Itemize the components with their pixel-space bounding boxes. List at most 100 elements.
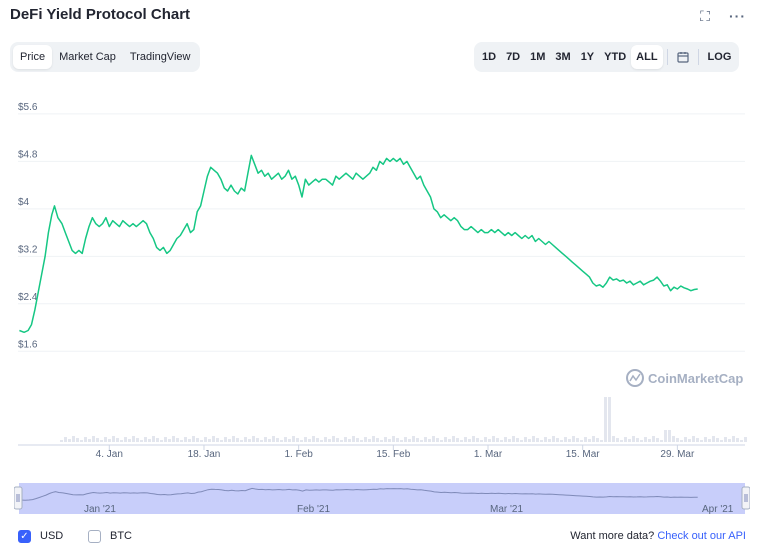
volume-bar	[156, 438, 159, 442]
volume-bar	[340, 440, 343, 442]
y-tick-label: $1.6	[18, 339, 38, 350]
log-toggle[interactable]: LOG	[707, 51, 732, 63]
volume-bar	[628, 439, 631, 442]
volume-bar	[296, 438, 299, 442]
usd-checkbox[interactable]: ✓	[18, 530, 31, 543]
volume-bar	[492, 436, 495, 442]
chart-type-tabs: Price Market Cap TradingView	[10, 42, 201, 72]
volume-bar	[484, 437, 487, 442]
range-3m[interactable]: 3M	[555, 51, 571, 63]
volume-bar	[64, 437, 67, 442]
volume-bar	[544, 437, 547, 442]
btc-checkbox[interactable]	[88, 530, 101, 543]
volume-bar	[512, 436, 515, 442]
navigator-line	[20, 487, 698, 501]
volume-bar	[500, 440, 503, 442]
volume-bar	[168, 439, 171, 442]
volume-bar	[468, 439, 471, 442]
range-navigator[interactable]: Jan '21 Feb '21 Mar '21 Apr '21	[14, 481, 750, 517]
volume-bar	[208, 439, 211, 442]
volume-bar	[300, 440, 303, 442]
range-all[interactable]: ALL	[631, 45, 663, 69]
volume-bar	[540, 440, 543, 442]
volume-bar	[556, 438, 559, 442]
volume-bar	[432, 436, 435, 442]
volume-bar	[308, 439, 311, 442]
volume-bar	[68, 439, 71, 442]
volume-bar	[104, 437, 107, 442]
volume-bar	[204, 437, 207, 442]
fullscreen-icon[interactable]: ⛶	[700, 8, 710, 24]
volume-bar	[732, 436, 735, 442]
range-divider	[666, 49, 668, 65]
tab-price[interactable]: Price	[13, 45, 53, 69]
nav-label-apr: Apr '21	[702, 504, 734, 515]
log-divider	[697, 49, 699, 65]
volume-bar	[724, 437, 727, 442]
api-link[interactable]: Check out our API	[657, 530, 746, 542]
volume-bar	[244, 437, 247, 442]
y-tick-label: $5.6	[18, 102, 38, 113]
volume-bar	[364, 437, 367, 442]
volume-bar	[568, 439, 571, 442]
volume-bar	[372, 436, 375, 442]
range-1y[interactable]: 1Y	[580, 51, 595, 63]
tab-tradingview[interactable]: TradingView	[129, 51, 191, 63]
volume-bar	[384, 437, 387, 442]
tab-market-cap[interactable]: Market Cap	[59, 51, 116, 63]
volume-bar	[144, 437, 147, 442]
volume-bar	[136, 438, 139, 442]
range-1d[interactable]: 1D	[482, 51, 497, 63]
volume-bar	[264, 437, 267, 442]
volume-bar	[80, 440, 83, 442]
volume-bar	[536, 438, 539, 442]
volume-bar	[292, 436, 295, 442]
volume-bar	[624, 437, 627, 442]
volume-bar	[408, 439, 411, 442]
volume-bar	[256, 438, 259, 442]
volume-bar	[480, 440, 483, 442]
calendar-icon[interactable]	[672, 45, 694, 69]
volume-bar	[356, 438, 359, 442]
volume-bar	[712, 436, 715, 442]
chart-footer: ✓ USD BTC Want more data? Check out our …	[0, 527, 761, 547]
volume-bar	[164, 437, 167, 442]
volume-bar	[688, 439, 691, 442]
volume-bar	[444, 437, 447, 442]
volume-bar	[192, 436, 195, 442]
volume-bar	[288, 439, 291, 442]
volume-bar	[216, 438, 219, 442]
volume-bar	[588, 439, 591, 442]
navigator-window[interactable]	[19, 483, 745, 514]
volume-bar	[656, 438, 659, 442]
volume-bar	[380, 440, 383, 442]
volume-bar	[188, 439, 191, 442]
volume-bar	[228, 439, 231, 442]
range-1m[interactable]: 1M	[530, 51, 546, 63]
more-options-icon[interactable]: ···	[729, 8, 746, 24]
more-data-text: Want more data?	[570, 530, 655, 542]
volume-bar	[368, 439, 371, 442]
volume-bar	[516, 438, 519, 442]
range-7d[interactable]: 7D	[506, 51, 521, 63]
volume-bar	[464, 437, 467, 442]
volume-bar	[400, 440, 403, 442]
volume-bar	[532, 436, 535, 442]
volume-bar	[316, 438, 319, 442]
volume-bar	[212, 436, 215, 442]
watermark: CoinMarketCap	[626, 369, 743, 387]
volume-bar	[424, 437, 427, 442]
volume-bar	[112, 436, 115, 442]
y-tick-label: $4	[18, 197, 30, 208]
range-ytd[interactable]: YTD	[604, 51, 627, 63]
volume-bar	[692, 436, 695, 442]
volume-bar	[612, 436, 615, 442]
navigator-left-handle[interactable]	[14, 486, 23, 510]
volume-bar	[360, 440, 363, 442]
navigator-right-handle[interactable]	[741, 486, 750, 510]
volume-bar	[700, 440, 703, 442]
x-tick-label: 18. Jan	[188, 449, 221, 460]
volume-bar	[348, 439, 351, 442]
volume-bar	[728, 439, 731, 442]
volume-bar	[672, 436, 675, 442]
